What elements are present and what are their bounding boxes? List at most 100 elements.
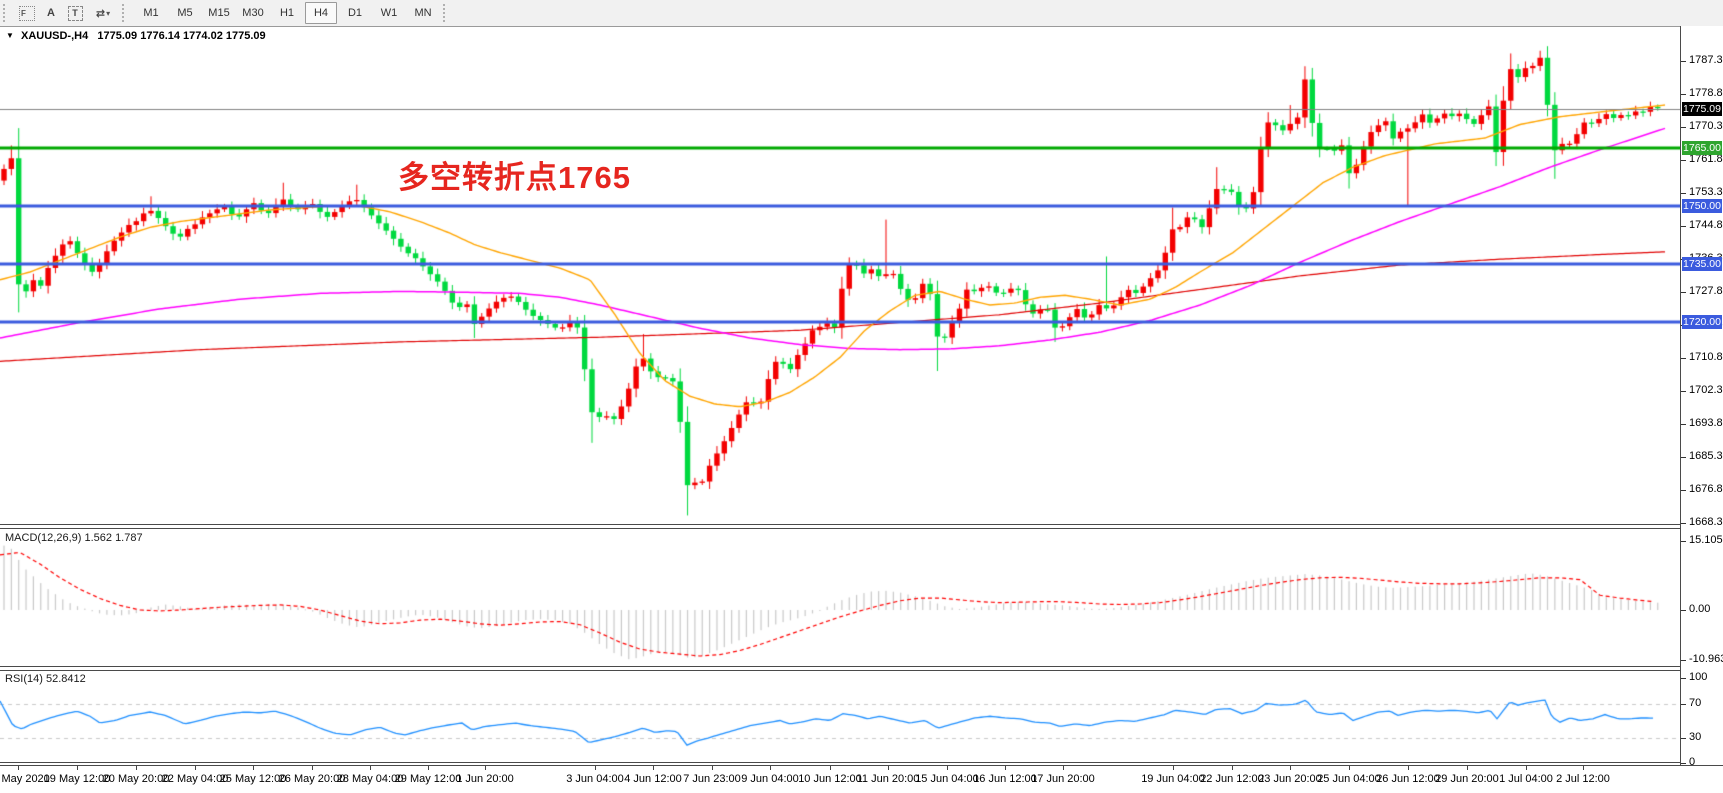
- rsi-tick-dash: [1681, 737, 1686, 739]
- rsi-indicator-canvas[interactable]: [0, 671, 1680, 763]
- macd-tick-dash: [1681, 540, 1686, 542]
- rsi-tick-dash: [1681, 703, 1686, 705]
- time-label: 4 Jun 12:00: [624, 773, 682, 785]
- price-level-badge-1735.00: 1735.00: [1682, 257, 1722, 272]
- price-tick-dash: [1681, 490, 1686, 491]
- macd-indicator-canvas[interactable]: [0, 529, 1680, 665]
- timeframe-button-M30[interactable]: M30: [242, 7, 264, 19]
- time-label: 29 May 12:00: [394, 773, 462, 785]
- timeframe-button-M1[interactable]: M1: [143, 7, 159, 19]
- rsi-value: 52.8412: [45, 673, 86, 685]
- time-tick: [136, 766, 137, 770]
- timeframe-buttons: M1 M5 M15 M30 H1 H4 D1 W1 MN: [134, 2, 440, 24]
- cycle-arrows-icon[interactable]: ⇄ ▾: [95, 7, 111, 20]
- time-label: 19 Jun 04:00: [1141, 773, 1205, 785]
- time-label: 2 Jul 12:00: [1556, 773, 1610, 785]
- macd-scale-label: 0.00: [1689, 603, 1711, 615]
- time-tick: [1349, 766, 1350, 770]
- time-label: 19 May 12:00: [43, 773, 111, 785]
- time-label: 25 May 12:00: [219, 773, 287, 785]
- price-level-badge-1750.00: 1750.00: [1682, 199, 1722, 213]
- time-tick: [1173, 766, 1174, 770]
- timeframe-button-H4[interactable]: H4: [305, 2, 337, 24]
- price-tick-dash: [1681, 523, 1686, 524]
- time-label: 1 Jul 04:00: [1499, 773, 1553, 785]
- price-tick-label: 1753.35: [1689, 186, 1723, 198]
- price-tick-label: 1710.85: [1689, 351, 1723, 363]
- time-label: 20 May 20:00: [102, 773, 170, 785]
- timeframe-button-W1[interactable]: W1: [380, 7, 398, 19]
- price-tick-dash: [1681, 424, 1686, 425]
- price-tick-dash: [1681, 127, 1686, 128]
- time-label: 26 May 20:00: [278, 773, 346, 785]
- price-chart-canvas[interactable]: [0, 27, 1680, 525]
- rsi-label: RSI(14) 52.8412: [5, 673, 86, 685]
- time-label: 26 Jun 12:00: [1376, 773, 1440, 785]
- time-tick: [830, 766, 831, 770]
- time-label: 22 May 04:00: [161, 773, 229, 785]
- price-tick-dash: [1681, 94, 1686, 95]
- dropdown-caret-icon[interactable]: ▾: [106, 8, 111, 18]
- time-label: 25 Jun 04:00: [1317, 773, 1381, 785]
- timeframe-button-D1[interactable]: D1: [347, 7, 363, 19]
- time-tick: [1063, 766, 1064, 770]
- time-tick: [888, 766, 889, 770]
- time-label: 10 Jun 12:00: [798, 773, 862, 785]
- price-tick-label: 1744.85: [1689, 219, 1723, 231]
- pane-divider-rsi-axis: [0, 762, 1681, 765]
- time-tick: [312, 766, 313, 770]
- time-tick: [485, 766, 486, 770]
- price-level-badge-1765.00: 1765.00: [1682, 140, 1722, 155]
- time-label: 1 Jun 20:00: [456, 773, 514, 785]
- pane-divider-main-macd[interactable]: [0, 524, 1681, 529]
- price-tick-label: 1676.85: [1689, 483, 1723, 495]
- price-tick-dash: [1681, 193, 1686, 194]
- price-tick-label: 1787.35: [1689, 53, 1723, 66]
- price-tick-dash: [1681, 391, 1686, 392]
- toolbar-grip[interactable]: [3, 4, 12, 22]
- time-tick: [1232, 766, 1233, 770]
- text-label-icon[interactable]: T: [64, 3, 86, 23]
- price-scale[interactable]: 1787.35 1778.85 1770.35 1761.85 1753.35 1744.…: [1681, 26, 1723, 768]
- rsi-scale-label: 30: [1689, 730, 1702, 743]
- time-tick: [770, 766, 771, 770]
- time-tick: [1583, 766, 1584, 770]
- price-tick-label: 1761.85: [1689, 153, 1723, 165]
- timeframe-button-MN[interactable]: MN: [414, 7, 432, 19]
- rsi-scale-label: 0: [1689, 756, 1696, 768]
- time-label: 23 Jun 20:00: [1258, 773, 1322, 785]
- macd-values: 1.562 1.787: [84, 532, 143, 544]
- price-tick-label: 1727.85: [1689, 285, 1723, 297]
- chart-annotation-text: 多空转折点1765: [398, 160, 631, 195]
- toolbar: F A T ⇄ ▾ M1 M5 M15 M30 H1 H4 D1 W1 MN: [0, 0, 1723, 27]
- time-tick: [1526, 766, 1527, 770]
- time-label: 22 Jun 12:00: [1200, 773, 1264, 785]
- time-tick: [370, 766, 371, 770]
- price-tick-dash: [1681, 60, 1686, 62]
- price-tick-label: 1668.35: [1689, 516, 1723, 528]
- timeframe-button-M15[interactable]: M15: [208, 7, 230, 19]
- price-tick-dash: [1681, 358, 1686, 359]
- time-tick: [1290, 766, 1291, 770]
- font-icon[interactable]: A: [47, 7, 55, 19]
- time-label: 15 Jun 04:00: [915, 773, 979, 785]
- time-label: 3 Jun 04:00: [566, 773, 624, 785]
- pane-divider-macd-rsi[interactable]: [0, 666, 1681, 671]
- toolbar-grip-2[interactable]: [122, 4, 131, 22]
- timeframe-button-M5[interactable]: M5: [177, 7, 193, 19]
- time-tick: [947, 766, 948, 770]
- price-level-badge-1775.09: 1775.09: [1682, 101, 1722, 116]
- macd-tick-dash: [1681, 610, 1686, 611]
- price-tick-dash: [1681, 457, 1686, 458]
- macd-scale-label: 15.105: [1689, 533, 1723, 546]
- price-tick-label: 1693.85: [1689, 417, 1723, 429]
- macd-tick-dash: [1681, 660, 1686, 662]
- rsi-scale-label: 100: [1689, 671, 1708, 683]
- time-label: 7 Jun 23:00: [683, 773, 741, 785]
- timeframe-button-H1[interactable]: H1: [279, 7, 295, 19]
- price-tick-label: 1770.35: [1689, 120, 1723, 132]
- toolbar-grip-3[interactable]: [443, 4, 452, 22]
- price-level-badge-1720.00: 1720.00: [1682, 315, 1722, 330]
- chart-shift-icon[interactable]: F: [16, 3, 38, 23]
